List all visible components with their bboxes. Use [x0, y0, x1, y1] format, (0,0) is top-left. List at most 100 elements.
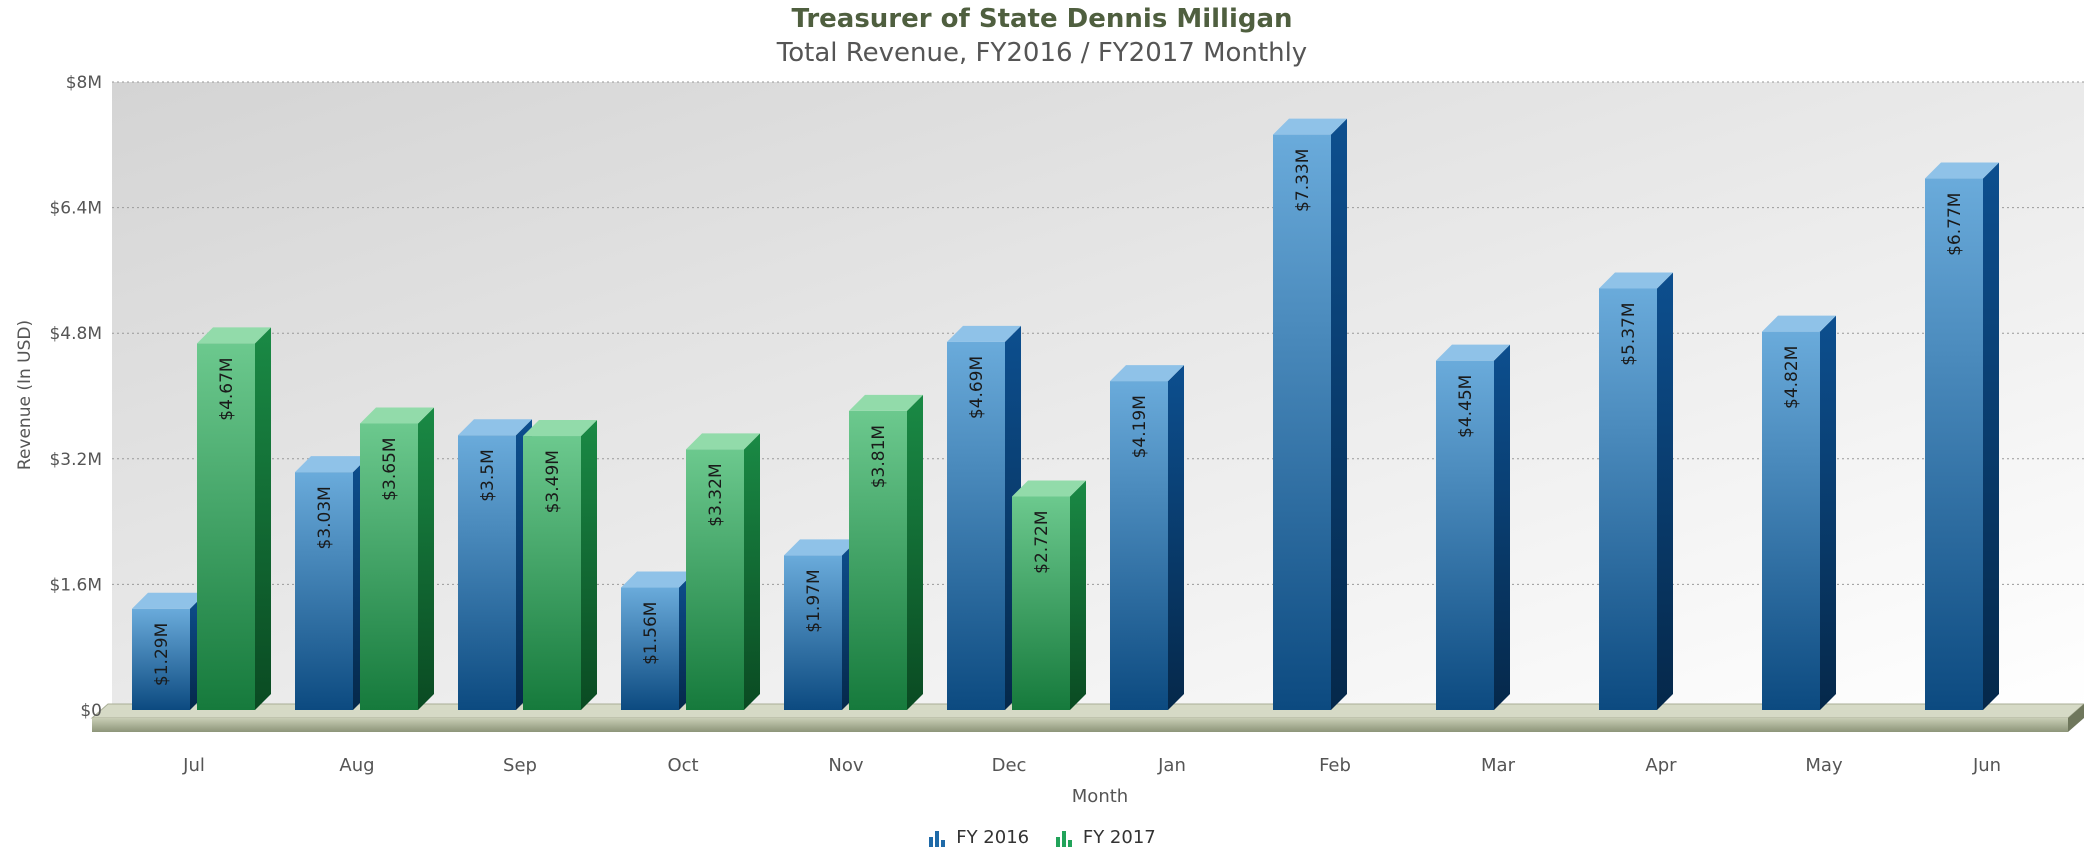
bar-fy2017-jul[interactable]: $4.67M: [197, 327, 271, 710]
bar-fy2016-nov[interactable]: $1.97M: [784, 539, 858, 710]
bar-value-label: $5.37M: [1619, 302, 1639, 365]
bar-top: [1436, 344, 1510, 361]
bar-fy2016-jan[interactable]: $4.19M: [1110, 365, 1184, 710]
bar-side: [255, 327, 271, 710]
x-tick-label: Oct: [667, 755, 698, 776]
bar-fy2017-dec[interactable]: $2.72M: [1012, 480, 1086, 710]
bar-value-label: $3.49M: [543, 450, 563, 513]
bar-front: [1599, 288, 1657, 710]
legend-item-fy2016[interactable]: FY 2016: [928, 827, 1029, 848]
bar-fy2016-apr[interactable]: $5.37M: [1599, 272, 1673, 710]
bar-front: [784, 555, 842, 710]
bar-top: [295, 456, 369, 473]
bar-value-label: $4.67M: [217, 357, 237, 420]
bar-fy2016-feb[interactable]: $7.33M: [1273, 118, 1347, 711]
bar-top: [686, 433, 760, 450]
bar-fy2017-oct[interactable]: $3.32M: [686, 433, 760, 710]
bar-top: [784, 539, 858, 556]
legend-label-fy2016: FY 2016: [956, 827, 1030, 848]
chart-title: Treasurer of State Dennis Milligan: [791, 4, 1293, 34]
bar-top: [132, 592, 206, 609]
bar-side: [418, 407, 434, 710]
y-tick-label: $0: [80, 701, 102, 721]
bar-value-label: $3.03M: [315, 486, 335, 549]
plot-background: [112, 82, 2084, 710]
bar-front: [1110, 381, 1168, 710]
bar-front: [1925, 178, 1983, 710]
bar-top: [947, 325, 1021, 342]
bar-fy2017-nov[interactable]: $3.81M: [849, 394, 923, 710]
bar-top: [1599, 272, 1673, 289]
bar-front: [523, 436, 581, 710]
bar-top: [1110, 365, 1184, 382]
bar-fy2016-jun[interactable]: $6.77M: [1925, 162, 1999, 710]
chart-floor-front: [92, 718, 2068, 732]
x-tick-label: Nov: [828, 755, 863, 776]
y-tick-label: $4.8M: [49, 324, 102, 344]
legend-item-fy2017[interactable]: FY 2017: [1055, 827, 1156, 848]
legend: FY 2016 FY 2017: [0, 827, 2084, 852]
bar-top: [360, 407, 434, 424]
bar-front: [197, 343, 255, 710]
bar-top: [1925, 162, 1999, 179]
x-tick-label: Jul: [182, 755, 205, 776]
bar-front: [686, 449, 744, 710]
bar-front: [132, 608, 190, 710]
bar-value-label: $3.32M: [706, 463, 726, 526]
y-tick-label: $3.2M: [49, 450, 102, 470]
bar-value-label: $3.5M: [478, 449, 498, 502]
bar-fy2016-aug[interactable]: $3.03M: [295, 456, 369, 710]
bar-value-label: $1.97M: [804, 569, 824, 632]
bar-top: [1012, 480, 1086, 497]
bar-fy2016-oct[interactable]: $1.56M: [621, 571, 695, 710]
bar-side: [907, 394, 923, 710]
bar-side: [744, 433, 760, 710]
x-axis-label: Month: [1072, 786, 1128, 807]
bar-side: [1820, 315, 1836, 710]
y-axis-label: Revenue (In USD): [15, 320, 35, 470]
bar-front: [1762, 331, 1820, 710]
y-tick-label: $6.4M: [49, 199, 102, 219]
bar-front: [1273, 134, 1331, 711]
bar-fy2016-sep[interactable]: $3.5M: [458, 419, 532, 710]
bar-top: [1273, 118, 1347, 135]
bar-top: [458, 419, 532, 436]
bar-fy2016-jul[interactable]: $1.29M: [132, 592, 206, 710]
bar-chart-icon: [929, 830, 946, 847]
y-tick-label: $1.6M: [49, 575, 102, 595]
bar-fy2016-mar[interactable]: $4.45M: [1436, 344, 1510, 710]
x-tick-label: Sep: [503, 755, 537, 776]
bar-fy2016-dec[interactable]: $4.69M: [947, 325, 1021, 710]
x-tick-label: Dec: [992, 755, 1027, 776]
bar-front: [947, 341, 1005, 710]
bar-fy2016-may[interactable]: $4.82M: [1762, 315, 1836, 710]
x-tick-label: Aug: [339, 755, 374, 776]
bar-side: [1494, 344, 1510, 710]
bar-side: [1070, 480, 1086, 710]
bar-value-label: $3.65M: [380, 437, 400, 500]
bar-value-label: $7.33M: [1293, 149, 1313, 212]
x-tick-label: Jan: [1157, 755, 1186, 776]
x-tick-label: May: [1805, 755, 1843, 776]
bar-value-label: $4.19M: [1130, 395, 1150, 458]
bar-fy2017-sep[interactable]: $3.49M: [523, 420, 597, 710]
bar-front: [360, 423, 418, 710]
bar-front: [458, 435, 516, 710]
bar-side: [1983, 162, 1999, 710]
bar-top: [621, 571, 695, 588]
bar-chart-icon: [1055, 830, 1072, 847]
bar-value-label: $4.69M: [967, 356, 987, 419]
bar-side: [581, 420, 597, 710]
bar-front: [621, 587, 679, 710]
bar-value-label: $4.45M: [1456, 375, 1476, 438]
bar-side: [1331, 118, 1347, 711]
bar-value-label: $1.29M: [152, 623, 172, 686]
bar-front: [1436, 360, 1494, 710]
chart-subtitle: Total Revenue, FY2016 / FY2017 Monthly: [776, 38, 1308, 68]
x-tick-label: Apr: [1645, 755, 1677, 776]
bar-value-label: $2.72M: [1032, 510, 1052, 573]
bar-side: [1168, 365, 1184, 710]
bar-fy2017-aug[interactable]: $3.65M: [360, 407, 434, 710]
x-tick-label: Mar: [1481, 755, 1516, 776]
